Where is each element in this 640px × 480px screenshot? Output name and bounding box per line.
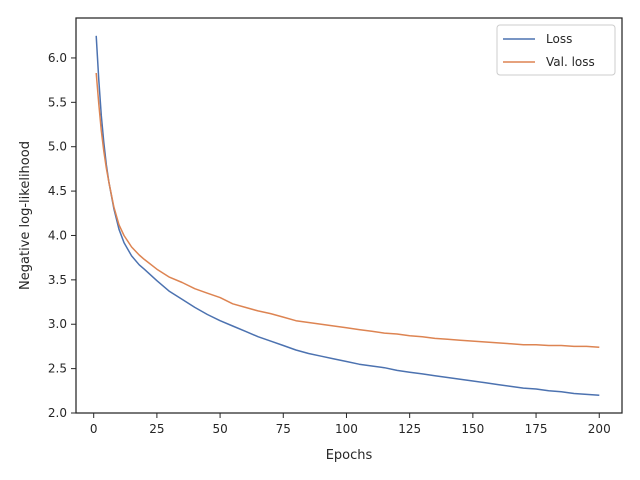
x-tick-label: 25 bbox=[149, 422, 164, 436]
y-tick-label: 2.5 bbox=[48, 362, 67, 376]
x-tick-label: 125 bbox=[398, 422, 421, 436]
x-tick-label: 0 bbox=[90, 422, 98, 436]
y-tick-label: 6.0 bbox=[48, 51, 67, 65]
plot-frame bbox=[75, 17, 623, 414]
y-tick-label: 5.5 bbox=[48, 95, 67, 109]
x-axis-ticks: 0 25 50 75 100 125 150 175 200 bbox=[90, 413, 611, 436]
y-axis-label: Negative log-likelihood bbox=[18, 141, 33, 290]
series-layer bbox=[95, 35, 600, 396]
y-axis-ticks: 2.0 2.5 3.0 3.5 4.0 4.5 5.0 5.5 6.0 bbox=[48, 51, 76, 420]
y-tick-label: 4.0 bbox=[48, 228, 67, 242]
legend-label: Loss bbox=[546, 32, 572, 46]
x-tick-label: 75 bbox=[276, 422, 291, 436]
y-tick-label: 3.5 bbox=[48, 273, 67, 287]
y-tick-label: 5.0 bbox=[48, 140, 67, 154]
legend-label: Val. loss bbox=[546, 55, 595, 69]
x-tick-label: 100 bbox=[335, 422, 358, 436]
legend: Loss Val. loss bbox=[496, 24, 616, 76]
series-line-loss bbox=[95, 35, 600, 396]
y-tick-label: 4.5 bbox=[48, 184, 67, 198]
series-line-val-loss bbox=[95, 72, 600, 349]
x-tick-label: 175 bbox=[525, 422, 548, 436]
y-tick-label: 2.0 bbox=[48, 406, 67, 420]
y-tick-label: 3.0 bbox=[48, 317, 67, 331]
x-tick-label: 50 bbox=[212, 422, 227, 436]
x-axis-label: Epochs bbox=[326, 448, 373, 463]
x-tick-label: 150 bbox=[461, 422, 484, 436]
x-tick-label: 200 bbox=[588, 422, 611, 436]
